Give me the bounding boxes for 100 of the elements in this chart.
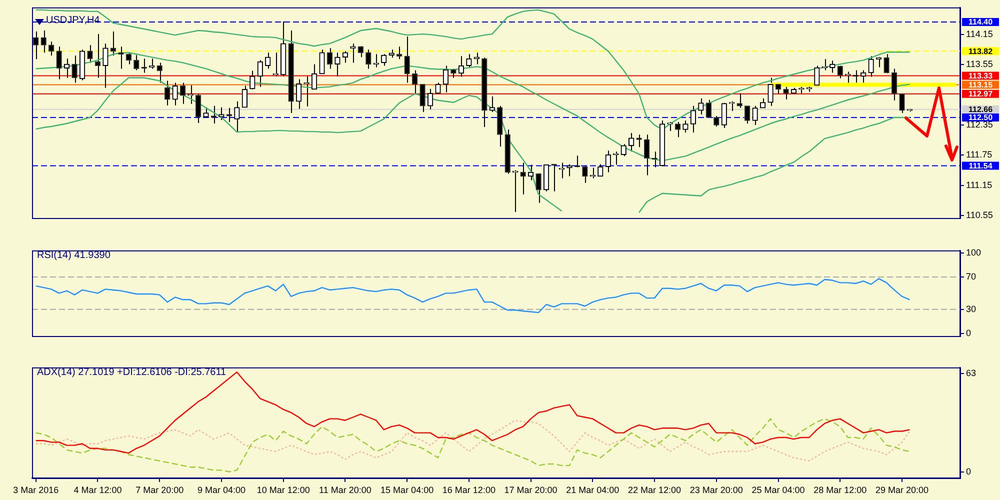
y-tick-label: 111.75 [966,150,992,160]
candlestick [172,82,178,106]
y-tick-label: 112.35 [966,120,993,130]
candlestick [837,65,843,79]
x-tick-label: 11 Mar 20:00 [319,484,372,495]
candlestick [87,44,93,64]
candlestick [783,86,789,100]
candlestick [234,100,240,134]
chart-title: RSI(14) 41.9390 [37,250,110,262]
candlestick [536,172,542,204]
candlestick [412,70,418,94]
x-tick-label: 4 Mar 12:00 [74,484,122,495]
ref-line-label: 113.15 [968,80,994,90]
candlestick [427,88,434,110]
candlestick [164,80,170,106]
candlestick [698,98,704,115]
x-tick-label: 15 Mar 04:00 [380,484,434,495]
y-tick-label: 100 [966,247,982,258]
y-tick-label: 111.15 [966,180,992,190]
candlestick [868,56,874,78]
candlestick [760,98,766,108]
candlestick [582,165,588,184]
candlestick [56,46,62,80]
ref-line-label: 112.66 [968,105,994,114]
y-tick-label: 113.55 [966,59,993,70]
candlestick [48,41,54,56]
candlestick [466,54,472,68]
line-series [35,420,910,462]
candlestick [690,105,696,134]
y-tick-label: 63 [966,368,976,378]
candlestick [706,99,712,118]
candlestick [752,105,758,126]
candlestick [311,64,318,90]
candlestick [458,56,464,78]
ref-line-label: 113.82 [968,46,994,56]
x-tick-label: 29 Mar 20:00 [875,484,929,495]
candlestick [358,46,364,58]
ref-line-label: 114.40 [968,18,994,27]
candlestick [265,52,271,70]
x-tick-label: 10 Mar 12:00 [256,484,310,495]
candlestick [40,30,46,54]
candlestick [134,54,140,71]
candlestick [180,82,186,104]
candlestick [768,77,774,106]
x-tick-label: 3 Mar 2016 [13,484,59,495]
candlestick [682,120,688,134]
ref-line-label: 113.33 [968,71,994,80]
candlestick [149,58,155,70]
x-tick-label: 22 Mar 12:00 [628,484,682,495]
candlestick [381,54,387,66]
candlestick [319,49,325,74]
x-tick-label: 21 Mar 04:00 [566,484,620,495]
candlestick [543,164,550,192]
candlestick [598,164,604,177]
candlestick [218,106,224,120]
candlestick [156,62,162,84]
y-tick-label: 110.55 [966,210,993,220]
candlestick [714,115,720,128]
y-tick-label: 0 [966,328,972,338]
candlestick [366,49,372,70]
x-tick-label: 23 Mar 20:00 [690,484,743,495]
candlestick [72,55,78,84]
y-tick-label: 70 [966,272,976,282]
candlestick [334,52,340,77]
candlestick [94,34,101,78]
x-tick-label: 16 Mar 12:00 [442,484,496,495]
chart-title: ADX(14) 27.1019 +DI:12.6106 -DI:25.7611 [37,367,226,379]
candlestick [420,84,426,112]
ref-line-label: 112.50 [968,113,994,122]
ref-line-label: 112.97 [968,90,994,99]
x-tick-label: 9 Mar 04:00 [197,484,246,495]
candlestick [450,68,456,78]
candlestick [620,144,626,157]
candlestick [442,65,449,93]
candlestick [674,122,681,138]
candlestick [644,134,650,176]
y-tick-label: 30 [966,304,976,314]
x-tick-label: 7 Mar 20:00 [136,484,184,495]
candlestick [884,54,890,74]
candlestick [520,162,526,195]
candlestick [126,52,132,65]
candlestick [528,164,534,181]
x-tick-label: 25 Mar 04:00 [752,484,805,495]
candlestick [257,60,263,88]
candlestick [296,78,302,110]
y-tick-label: 114.15 [966,29,993,40]
candlestick [721,102,727,129]
candlestick [435,82,441,94]
line-series [35,418,910,472]
candlestick [33,31,39,60]
ref-line-label: 111.54 [968,161,993,170]
x-tick-label: 17 Mar 20:00 [504,484,558,495]
candlestick [102,43,108,88]
candlestick [744,105,750,124]
candlestick [628,132,634,152]
candlestick [242,85,248,108]
candlestick [64,58,70,78]
candlestick [326,48,333,70]
candlestick [814,65,820,88]
candlestick [891,68,898,101]
